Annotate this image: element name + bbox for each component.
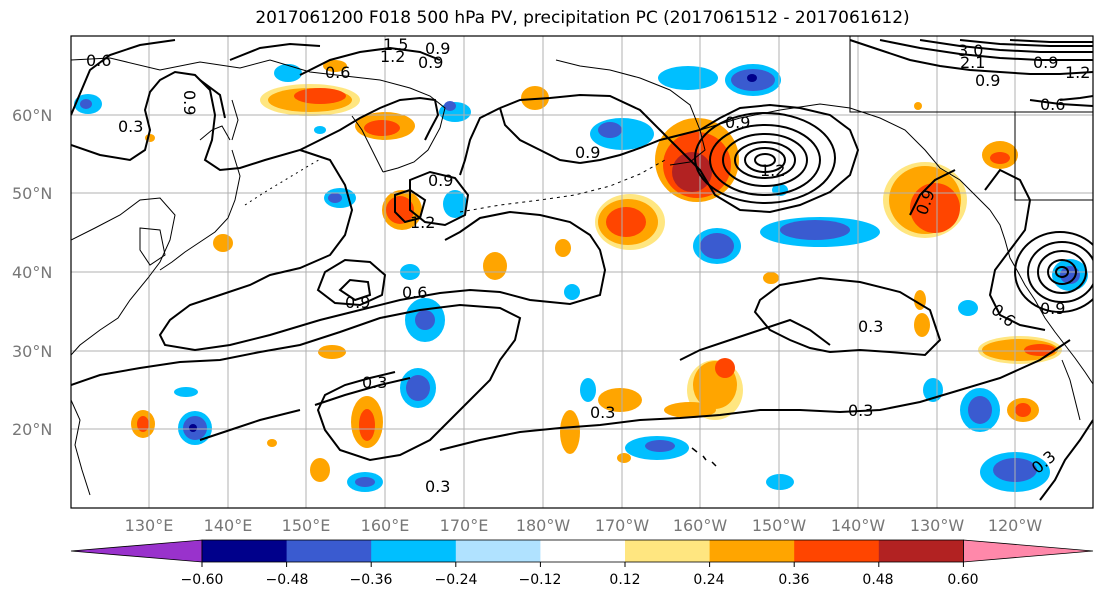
lat-label: 30°N — [12, 342, 52, 361]
colorbar-tick-label: −0.24 — [435, 572, 478, 588]
lon-label: 160°E — [361, 516, 410, 535]
contour-label: 0.3 — [118, 117, 143, 136]
contour-label: 0.9 — [180, 90, 199, 115]
map-title: 2017061200 F018 500 hPa PV, precipitatio… — [255, 8, 910, 28]
contour-label: 1.2 — [1065, 63, 1090, 82]
lon-label: 170°W — [595, 516, 650, 535]
contour-label: 0.9 — [975, 71, 1000, 90]
colorbar — [70, 539, 1094, 567]
lon-label: 140°W — [831, 516, 886, 535]
contour-label: 2.1 — [960, 53, 985, 72]
colorbar-swatch — [371, 540, 457, 562]
contour-label: 0.9 — [418, 53, 443, 72]
contour-label: 3.0 — [958, 41, 983, 60]
contour-label: 0.9 — [1033, 53, 1058, 72]
colorbar-swatch — [625, 540, 711, 562]
contour-label: 1.2 — [380, 47, 405, 66]
contour-label: 0.9 — [425, 39, 450, 58]
lat-label: 40°N — [12, 263, 52, 282]
contour-label: 0.9 — [575, 143, 600, 162]
lon-label: 130°E — [125, 516, 174, 535]
lon-label: 170°E — [440, 516, 489, 535]
contour-label: 0.6 — [86, 51, 111, 70]
contour-label: 0.6 — [1040, 95, 1065, 114]
colorbar-tick-label: −0.36 — [350, 572, 393, 588]
contour-label: 0.6 — [402, 283, 427, 302]
coastlines — [71, 36, 1093, 496]
lon-label: 140°E — [204, 516, 253, 535]
lon-label: 150°W — [752, 516, 807, 535]
colorbar-swatch — [540, 540, 626, 562]
colorbar-tick-labels: −0.60 −0.48 −0.36 −0.24 −0.12 0.12 0.24 … — [181, 572, 979, 588]
colorbar-border — [201, 539, 964, 563]
lon-label: 160°W — [673, 516, 728, 535]
contour-label: 1.2 — [760, 161, 785, 180]
map-frame — [70, 35, 1094, 509]
contour-label: 0.9 — [428, 171, 453, 190]
colorbar-swatch — [455, 540, 541, 562]
colorbar-tick-label: 0.12 — [609, 572, 640, 588]
colorbar-swatch — [202, 540, 288, 562]
colorbar-swatch — [286, 540, 372, 562]
colorbar-extend-high — [963, 539, 1094, 563]
lat-label: 60°N — [12, 106, 52, 125]
colorbar-tick-label: 0.60 — [947, 572, 978, 588]
positive-precip-areas — [131, 60, 1062, 482]
lat-label: 20°N — [12, 420, 52, 439]
contour-label: 0.3 — [590, 403, 615, 422]
lon-label: 130°W — [910, 516, 965, 535]
lon-label: 180°W — [516, 516, 571, 535]
contour-label: 1.2 — [410, 213, 435, 232]
colorbar-extend-low — [70, 539, 203, 563]
lat-label: 50°N — [12, 184, 52, 203]
lon-label: 120°W — [988, 516, 1043, 535]
colorbar-tick-label: −0.60 — [181, 572, 224, 588]
contour-label: 1.5 — [383, 35, 408, 54]
contour-label: 0.9 — [725, 113, 750, 132]
contour-label: 0.3 — [425, 477, 450, 496]
colorbar-swatch — [794, 540, 880, 562]
colorbar-swatch — [878, 540, 964, 562]
contour-label: 0.9 — [1040, 299, 1065, 318]
contour-label: 0.3 — [858, 317, 883, 336]
contour-label: 0.6 — [325, 63, 350, 82]
colorbar-tick-label: 0.24 — [693, 572, 724, 588]
colorbar-tick-label: −0.48 — [266, 572, 309, 588]
pv-contours — [71, 39, 1093, 501]
longitude-labels: 130°E 140°E 150°E 160°E 170°E 180°W 170°… — [125, 516, 1043, 535]
colorbar-swatch — [709, 540, 795, 562]
lon-label: 150°E — [282, 516, 331, 535]
latitude-labels: 60°N 50°N 40°N 30°N 20°N — [12, 106, 52, 439]
contour-label: 0.3 — [362, 373, 387, 392]
colorbar-tick-label: 0.48 — [862, 572, 893, 588]
colorbar-tick-label: 0.36 — [778, 572, 809, 588]
contour-label: 0.9 — [345, 293, 370, 312]
colorbar-tick-label: −0.12 — [519, 572, 562, 588]
contour-label: 0.3 — [848, 401, 873, 420]
